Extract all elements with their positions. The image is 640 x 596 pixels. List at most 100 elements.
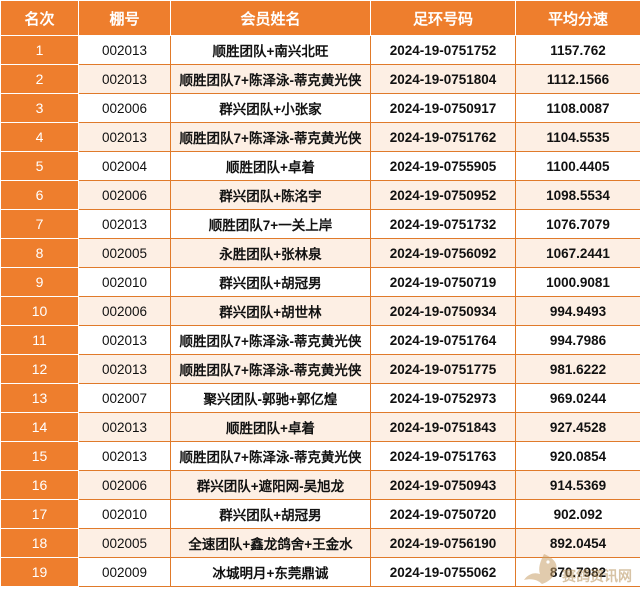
member-name-cell: 顺胜团队+南兴北旺 [170, 35, 371, 65]
table-body: 1 002013 顺胜团队+南兴北旺 2024-19-0751752 1157.762 2… [0, 35, 640, 587]
table-row: 1 002013 顺胜团队+南兴北旺 2024-19-0751752 1157.762 [0, 35, 640, 65]
average-speed-cell: 927.4528 [515, 412, 640, 442]
ring-number-cell: 2024-19-0755062 [370, 557, 516, 587]
average-speed-cell: 1067.2441 [515, 238, 640, 268]
member-name-cell: 顺胜团队+卓着 [170, 151, 371, 181]
rank-cell: 4 [0, 122, 79, 152]
member-name-cell: 顺胜团队7+陈泽泳-蒂克黄光侠 [170, 122, 371, 152]
shed-cell: 002006 [78, 296, 171, 326]
table-row: 19 002009 冰城明月+东莞鼎诚 2024-19-0755062 870.7982 [0, 557, 640, 587]
shed-cell: 002013 [78, 325, 171, 355]
table-row: 16 002006 群兴团队+遮阳网-吴旭龙 2024-19-0750943 914.5… [0, 470, 640, 500]
rank-cell: 16 [0, 470, 79, 500]
table-row: 4 002013 顺胜团队7+陈泽泳-蒂克黄光侠 2024-19-0751762 110… [0, 122, 640, 152]
table-row: 11 002013 顺胜团队7+陈泽泳-蒂克黄光侠 2024-19-0751764 99… [0, 325, 640, 355]
member-name-cell: 顺胜团队+卓着 [170, 412, 371, 442]
member-name-cell: 聚兴团队-郭驰+郭亿煌 [170, 383, 371, 413]
header-shed: 棚号 [78, 0, 171, 36]
ring-number-cell: 2024-19-0751804 [370, 64, 516, 94]
ring-number-cell: 2024-19-0750720 [370, 499, 516, 529]
ring-number-cell: 2024-19-0750934 [370, 296, 516, 326]
shed-cell: 002010 [78, 499, 171, 529]
shed-cell: 002013 [78, 35, 171, 65]
shed-cell: 002013 [78, 412, 171, 442]
member-name-cell: 群兴团队+陈洺宇 [170, 180, 371, 210]
rank-cell: 3 [0, 93, 79, 123]
shed-cell: 002006 [78, 93, 171, 123]
average-speed-cell: 1157.762 [515, 35, 640, 65]
rank-cell: 6 [0, 180, 79, 210]
ring-number-cell: 2024-19-0751775 [370, 354, 516, 384]
average-speed-cell: 1112.1566 [515, 64, 640, 94]
ring-number-cell: 2024-19-0752973 [370, 383, 516, 413]
ring-number-cell: 2024-19-0750952 [370, 180, 516, 210]
ring-number-cell: 2024-19-0750917 [370, 93, 516, 123]
rank-cell: 17 [0, 499, 79, 529]
table-header-row: 名次 棚号 会员姓名 足环号码 平均分速 [0, 0, 640, 36]
rank-cell: 10 [0, 296, 79, 326]
rank-cell: 13 [0, 383, 79, 413]
member-name-cell: 顺胜团队7+陈泽泳-蒂克黄光侠 [170, 354, 371, 384]
table-row: 10 002006 群兴团队+胡世林 2024-19-0750934 994.9493 [0, 296, 640, 326]
shed-cell: 002004 [78, 151, 171, 181]
average-speed-cell: 1104.5535 [515, 122, 640, 152]
table-row: 2 002013 顺胜团队7+陈泽泳-蒂克黄光侠 2024-19-0751804 111… [0, 64, 640, 94]
shed-cell: 002005 [78, 238, 171, 268]
average-speed-cell: 920.0854 [515, 441, 640, 471]
rank-cell: 1 [0, 35, 79, 65]
member-name-cell: 永胜团队+张林泉 [170, 238, 371, 268]
table-row: 17 002010 群兴团队+胡冠男 2024-19-0750720 902.092 [0, 499, 640, 529]
ring-number-cell: 2024-19-0756190 [370, 528, 516, 558]
member-name-cell: 群兴团队+胡世林 [170, 296, 371, 326]
shed-cell: 002013 [78, 441, 171, 471]
rank-cell: 7 [0, 209, 79, 239]
ring-number-cell: 2024-19-0751764 [370, 325, 516, 355]
table-row: 14 002013 顺胜团队+卓着 2024-19-0751843 927.4528 [0, 412, 640, 442]
table-row: 8 002005 永胜团队+张林泉 2024-19-0756092 1067.2441 [0, 238, 640, 268]
table-row: 12 002013 顺胜团队7+陈泽泳-蒂克黄光侠 2024-19-0751775 98… [0, 354, 640, 384]
shed-cell: 002005 [78, 528, 171, 558]
member-name-cell: 群兴团队+小张家 [170, 93, 371, 123]
rank-cell: 8 [0, 238, 79, 268]
member-name-cell: 顺胜团队7+一关上岸 [170, 209, 371, 239]
header-rank: 名次 [0, 0, 79, 36]
shed-cell: 002006 [78, 180, 171, 210]
rank-cell: 11 [0, 325, 79, 355]
shed-cell: 002013 [78, 122, 171, 152]
rank-cell: 18 [0, 528, 79, 558]
rank-cell: 14 [0, 412, 79, 442]
ring-number-cell: 2024-19-0750719 [370, 267, 516, 297]
average-speed-cell: 1076.7079 [515, 209, 640, 239]
table-row: 6 002006 群兴团队+陈洺宇 2024-19-0750952 1098.5534 [0, 180, 640, 210]
ring-number-cell: 2024-19-0751752 [370, 35, 516, 65]
ring-number-cell: 2024-19-0750943 [370, 470, 516, 500]
average-speed-cell: 969.0244 [515, 383, 640, 413]
average-speed-cell: 994.7986 [515, 325, 640, 355]
ring-number-cell: 2024-19-0751762 [370, 122, 516, 152]
member-name-cell: 顺胜团队7+陈泽泳-蒂克黄光侠 [170, 64, 371, 94]
member-name-cell: 冰城明月+东莞鼎诚 [170, 557, 371, 587]
member-name-cell: 顺胜团队7+陈泽泳-蒂克黄光侠 [170, 325, 371, 355]
member-name-cell: 群兴团队+胡冠男 [170, 267, 371, 297]
member-name-cell: 全速团队+鑫龙鸽舍+王金水 [170, 528, 371, 558]
rank-cell: 5 [0, 151, 79, 181]
rank-cell: 9 [0, 267, 79, 297]
average-speed-cell: 902.092 [515, 499, 640, 529]
shed-cell: 002007 [78, 383, 171, 413]
table-row: 3 002006 群兴团队+小张家 2024-19-0750917 1108.0087 [0, 93, 640, 123]
table-row: 5 002004 顺胜团队+卓着 2024-19-0755905 1100.4405 [0, 151, 640, 181]
rank-cell: 19 [0, 557, 79, 587]
header-member-name: 会员姓名 [170, 0, 371, 36]
average-speed-cell: 1100.4405 [515, 151, 640, 181]
shed-cell: 002013 [78, 209, 171, 239]
header-average-speed: 平均分速 [515, 0, 640, 36]
ring-number-cell: 2024-19-0755905 [370, 151, 516, 181]
rank-cell: 12 [0, 354, 79, 384]
shed-cell: 002006 [78, 470, 171, 500]
average-speed-cell: 1108.0087 [515, 93, 640, 123]
shed-cell: 002009 [78, 557, 171, 587]
table-row: 7 002013 顺胜团队7+一关上岸 2024-19-0751732 1076.707… [0, 209, 640, 239]
table-row: 9 002010 群兴团队+胡冠男 2024-19-0750719 1000.9081 [0, 267, 640, 297]
member-name-cell: 群兴团队+遮阳网-吴旭龙 [170, 470, 371, 500]
